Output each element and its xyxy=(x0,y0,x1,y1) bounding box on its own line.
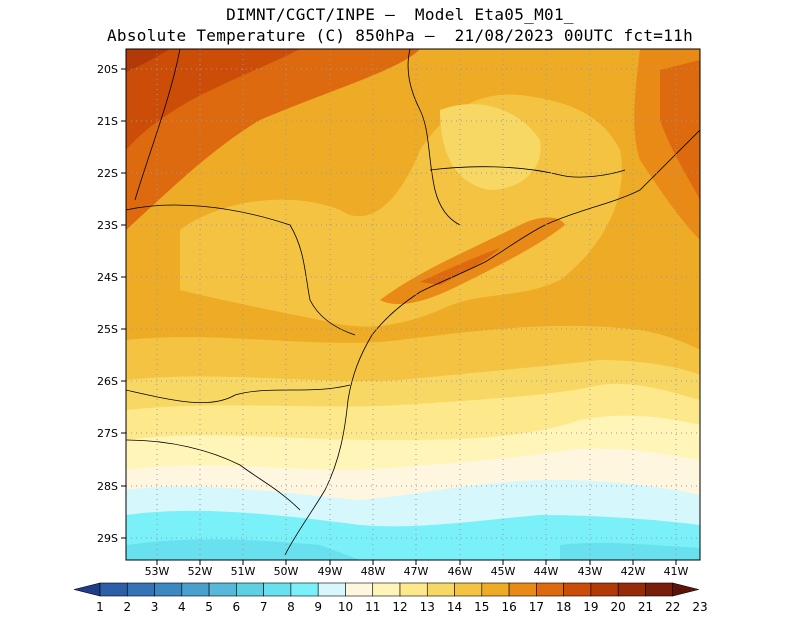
lon-tick-label: 48W xyxy=(361,565,386,578)
colorbar-swatch xyxy=(126,582,155,597)
colorbar-label: 23 xyxy=(692,600,707,614)
latitude-axis: 20S 21S 22S 23S 24S 25S 26S 27S 28S 29S xyxy=(97,63,126,545)
colorbar-label: 17 xyxy=(529,600,544,614)
colorbar-label: 6 xyxy=(233,600,241,614)
colorbar-swatch xyxy=(536,582,564,597)
lon-tick-label: 41W xyxy=(664,565,689,578)
colorbar-label: 9 xyxy=(314,600,322,614)
colorbar-label: 11 xyxy=(365,600,380,614)
colorbar-label: 15 xyxy=(474,600,489,614)
colorbar-swatch xyxy=(454,582,483,597)
temperature-field xyxy=(126,49,700,560)
colorbar-label: 1 xyxy=(96,600,104,614)
colorbar-swatch xyxy=(181,582,210,597)
colorbar-label: 13 xyxy=(420,600,435,614)
lon-tick-label: 50W xyxy=(274,565,299,578)
colorbar-swatch xyxy=(290,582,319,597)
colorbar-swatch xyxy=(208,582,237,597)
lon-tick-label: 46W xyxy=(448,565,473,578)
colorbar-swatch xyxy=(645,582,674,597)
colorbar-label: 20 xyxy=(611,600,626,614)
colorbar-swatch xyxy=(508,582,537,597)
lon-tick-label: 47W xyxy=(404,565,429,578)
lat-tick-label: 20S xyxy=(97,63,118,76)
colorbar-label: 8 xyxy=(287,600,295,614)
lat-tick-label: 25S xyxy=(97,323,118,336)
boundaries xyxy=(126,49,700,556)
colorbar: 1 2 3 4 5 6 7 8 9 10 11 12 13 14 15 16 17 18 19 20 21 22 23 xyxy=(73,582,708,614)
colorbar-label: 18 xyxy=(556,600,571,614)
colorbar-swatch xyxy=(154,582,183,597)
colorbar-swatch xyxy=(372,582,401,597)
lon-tick-label: 44W xyxy=(534,565,559,578)
colorbar-swatch xyxy=(563,582,592,597)
colorbar-swatch xyxy=(481,582,510,597)
lon-tick-label: 43W xyxy=(578,565,603,578)
colorbar-label: 10 xyxy=(338,600,353,614)
lon-tick-label: 49W xyxy=(318,565,343,578)
lon-tick-label: 42W xyxy=(621,565,646,578)
colorbar-swatch xyxy=(263,582,292,597)
lat-tick-label: 28S xyxy=(97,480,118,493)
colorbar-swatch xyxy=(345,582,374,597)
colorbar-label: 12 xyxy=(392,600,407,614)
colorbar-label: 7 xyxy=(260,600,268,614)
map-title-line-2: Absolute Temperature (C) 850hPa – 21/08/… xyxy=(106,26,694,45)
graticule xyxy=(126,49,700,560)
lon-tick-label: 51W xyxy=(231,565,256,578)
lat-tick-label: 27S xyxy=(97,427,118,440)
lat-tick-label: 24S xyxy=(97,271,118,284)
colorbar-label: 3 xyxy=(151,600,159,614)
colorbar-swatch xyxy=(426,582,455,597)
colorbar-label: 5 xyxy=(205,600,213,614)
lat-tick-label: 26S xyxy=(97,375,118,388)
lat-tick-label: 23S xyxy=(97,219,118,232)
colorbar-swatch xyxy=(317,582,346,597)
longitude-axis: 53W 52W 51W 50W 49W 48W 47W 46W 45W 44W 43W 42W 41W xyxy=(145,560,689,578)
colorbar-label: 16 xyxy=(501,600,516,614)
colorbar-arrow-high xyxy=(672,582,699,597)
lon-tick-label: 52W xyxy=(188,565,213,578)
colorbar-label: 14 xyxy=(447,600,462,614)
lat-tick-label: 29S xyxy=(97,532,118,545)
lat-tick-label: 21S xyxy=(97,115,118,128)
lon-tick-label: 45W xyxy=(491,565,516,578)
colorbar-swatch xyxy=(99,582,128,597)
colorbar-swatch xyxy=(617,582,646,597)
colorbar-label: 19 xyxy=(583,600,598,614)
map-title-line-1: DIMNT/CGCT/INPE – Model Eta05_M01_ xyxy=(226,5,574,24)
plot-frame xyxy=(125,48,701,561)
lon-tick-label: 53W xyxy=(145,565,170,578)
colorbar-label: 2 xyxy=(123,600,131,614)
colorbar-label: 4 xyxy=(178,600,186,614)
colorbar-swatch xyxy=(590,582,619,597)
colorbar-label: 22 xyxy=(665,600,680,614)
colorbar-label: 21 xyxy=(638,600,653,614)
colorbar-arrow-low xyxy=(73,582,101,597)
lat-tick-label: 22S xyxy=(97,167,118,180)
colorbar-swatch xyxy=(236,582,264,597)
colorbar-swatch xyxy=(399,582,428,597)
